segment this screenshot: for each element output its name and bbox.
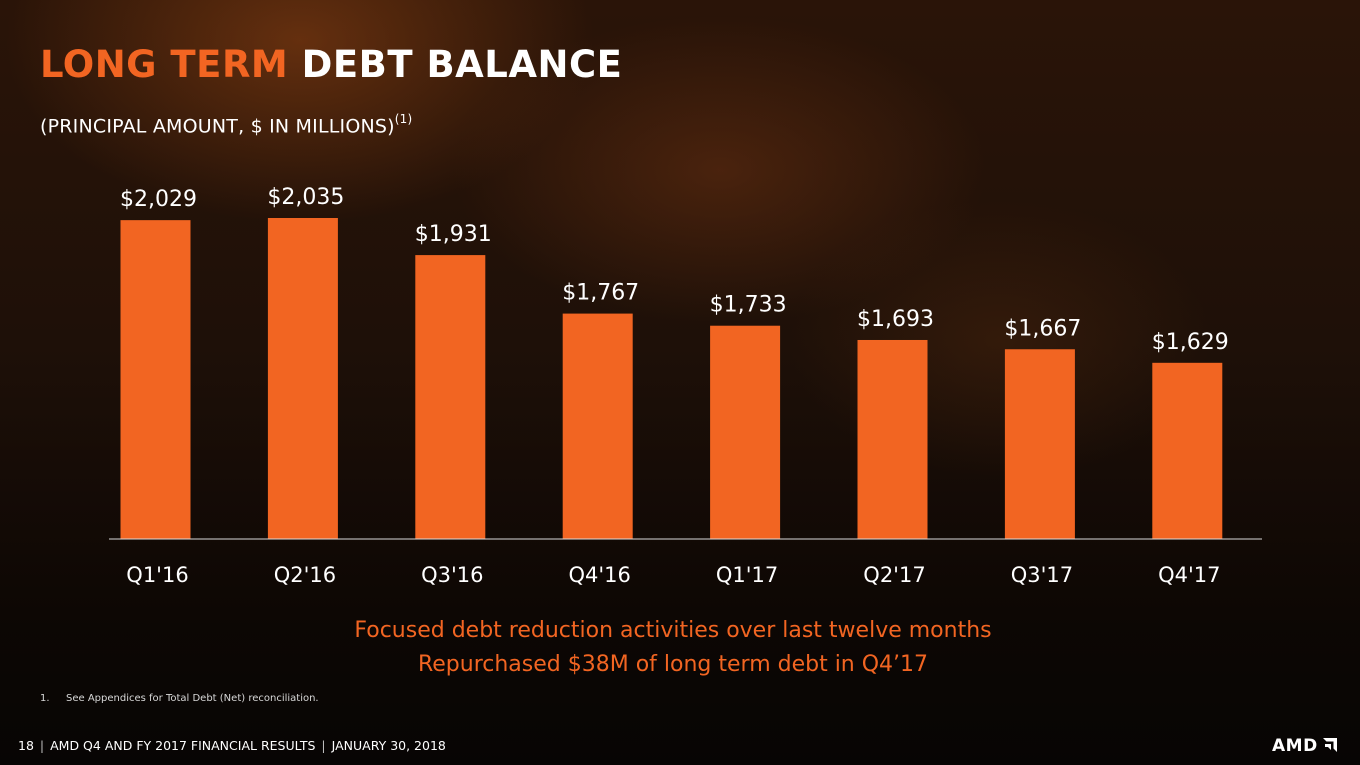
logo-text: AMD [1272, 735, 1318, 756]
chart-subtitle: (PRINCIPAL AMOUNT, $ IN MILLIONS)(1) [40, 112, 413, 138]
bar-value-label: $2,029 [120, 187, 197, 212]
subtitle-text: (PRINCIPAL AMOUNT, $ IN MILLIONS) [40, 115, 395, 138]
title-accent: LONG TERM [40, 43, 289, 86]
tagline-2: Repurchased $38M of long term debt in Q4… [417, 652, 929, 677]
x-tick-label: Q2'17 [863, 563, 925, 587]
bar [710, 325, 781, 539]
bar-value-label: $1,767 [562, 281, 639, 306]
x-tick-label: Q1'17 [716, 563, 778, 587]
bar-value-label: $1,733 [710, 293, 787, 318]
amd-logo: AMD [1272, 736, 1337, 756]
footnote: 1. See Appendices for Total Debt (Net) re… [40, 693, 319, 704]
x-tick-label: Q4'17 [1158, 563, 1220, 587]
footer-date: JANUARY 30, 2018 [331, 738, 446, 753]
bar-value-label: $1,629 [1152, 330, 1229, 355]
x-tick-label: Q1'16 [126, 563, 188, 587]
page-number: 18 [18, 738, 34, 753]
tagline-1: Focused debt reduction activities over l… [354, 618, 992, 643]
footnote-number: 1. [40, 693, 50, 704]
bar [267, 218, 338, 539]
bar [562, 313, 633, 539]
footer-separator: | [321, 738, 326, 753]
bar [857, 339, 928, 539]
bar-value-label: $2,035 [267, 185, 344, 210]
footer-separator: | [39, 738, 45, 753]
x-tick-label: Q2'16 [274, 563, 336, 587]
amd-arrow-icon [1322, 738, 1337, 752]
bar [1004, 349, 1075, 539]
title-rest: DEBT BALANCE [301, 43, 623, 86]
x-tick-label: Q3'16 [421, 563, 483, 587]
bar-value-label: $1,931 [415, 222, 492, 247]
bar-value-label: $1,667 [1004, 316, 1081, 341]
footer-deck-title: AMD Q4 AND FY 2017 FINANCIAL RESULTS [50, 738, 316, 753]
x-tick-label: Q3'17 [1011, 563, 1073, 587]
subtitle-footnote-ref: (1) [394, 112, 413, 126]
footnote-text: See Appendices for Total Debt (Net) reco… [66, 693, 319, 704]
bar [1152, 362, 1223, 539]
bar-value-label: $1,693 [857, 307, 934, 332]
page-footer: 18 | AMD Q4 AND FY 2017 FINANCIAL RESULTS |… [18, 738, 446, 753]
x-tick-label: Q4'16 [569, 563, 631, 587]
bar [120, 220, 191, 539]
page-title: LONG TERM DEBT BALANCE [40, 46, 622, 83]
bar [415, 255, 486, 540]
